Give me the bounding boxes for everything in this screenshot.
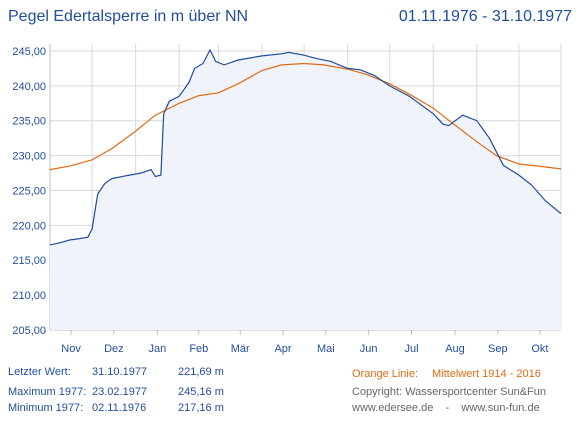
x-tick-label: Dez xyxy=(104,343,124,355)
x-tick-label: Mär xyxy=(231,343,250,355)
measured-line xyxy=(49,48,562,246)
x-tick-label: Mai xyxy=(317,343,335,355)
copyright-text: Copyright: Wassersportcenter Sun&Fun xyxy=(352,386,547,398)
measured-area xyxy=(50,49,561,331)
x-tick-label: Okt xyxy=(531,343,548,355)
x-tick-label: Nov xyxy=(61,343,81,355)
last-value: 221,69 m xyxy=(178,366,224,378)
y-tick-label: 230,00 xyxy=(12,151,46,163)
y-tick-label: 205,00 xyxy=(12,325,46,337)
min-date: 02.11.1976 xyxy=(92,402,147,414)
x-tick-label: Sep xyxy=(488,343,508,355)
y-tick-label: 220,00 xyxy=(12,220,46,232)
x-tick-label: Jul xyxy=(404,343,418,355)
chart-title: Pegel Edertalsperre in m über NN xyxy=(8,8,249,25)
min-value: 217,16 m xyxy=(178,402,224,414)
last-value-date: 31.10.1977 xyxy=(92,366,148,378)
x-tick-label: Apr xyxy=(274,343,291,355)
y-tick-label: 235,00 xyxy=(12,116,46,128)
y-tick-label: 210,00 xyxy=(12,290,46,302)
max-label: Maximum 1977: xyxy=(8,386,87,398)
max-date: 23.02.1977 xyxy=(92,386,148,398)
x-tick-label: Jun xyxy=(360,343,378,355)
last-value-label: Letzter Wert: xyxy=(8,366,71,378)
average-line xyxy=(49,62,562,171)
x-tick-label: Feb xyxy=(189,343,208,355)
x-tick-label: Jan xyxy=(149,343,167,355)
legend-orange-label: Orange Linie: xyxy=(352,368,419,380)
website-links: www.edersee.de - www.sun-fun.de xyxy=(352,402,540,414)
date-range: 01.11.1976 - 31.10.1977 xyxy=(398,8,572,25)
max-value: 245,16 m xyxy=(178,386,224,398)
legend-orange-text: Mittelwert 1914 - 2016 xyxy=(432,368,541,380)
x-tick-label: Aug xyxy=(445,343,465,355)
min-label: Minimum 1977: xyxy=(8,402,84,414)
y-tick-label: 240,00 xyxy=(12,81,46,93)
y-tick-label: 215,00 xyxy=(12,255,46,267)
y-tick-label: 225,00 xyxy=(12,185,46,197)
y-tick-label: 245,00 xyxy=(12,46,46,58)
